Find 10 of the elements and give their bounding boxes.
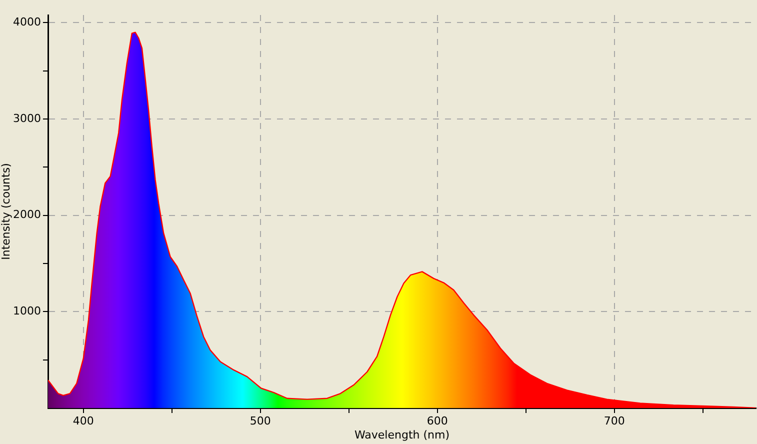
y-tick-label: 4000 — [13, 16, 41, 29]
y-tick-label: 3000 — [13, 112, 41, 125]
x-tick-label: 600 — [426, 414, 448, 428]
y-tick-label: 2000 — [13, 208, 41, 222]
x-axis-title: Wavelength (nm) — [354, 428, 450, 442]
x-tick-label: 500 — [250, 414, 271, 428]
x-tick-label: 400 — [72, 414, 94, 428]
y-tick-label: 1000 — [13, 304, 41, 318]
y-axis-title: Intensity (counts) — [0, 163, 12, 260]
x-tick-label: 700 — [604, 414, 625, 428]
